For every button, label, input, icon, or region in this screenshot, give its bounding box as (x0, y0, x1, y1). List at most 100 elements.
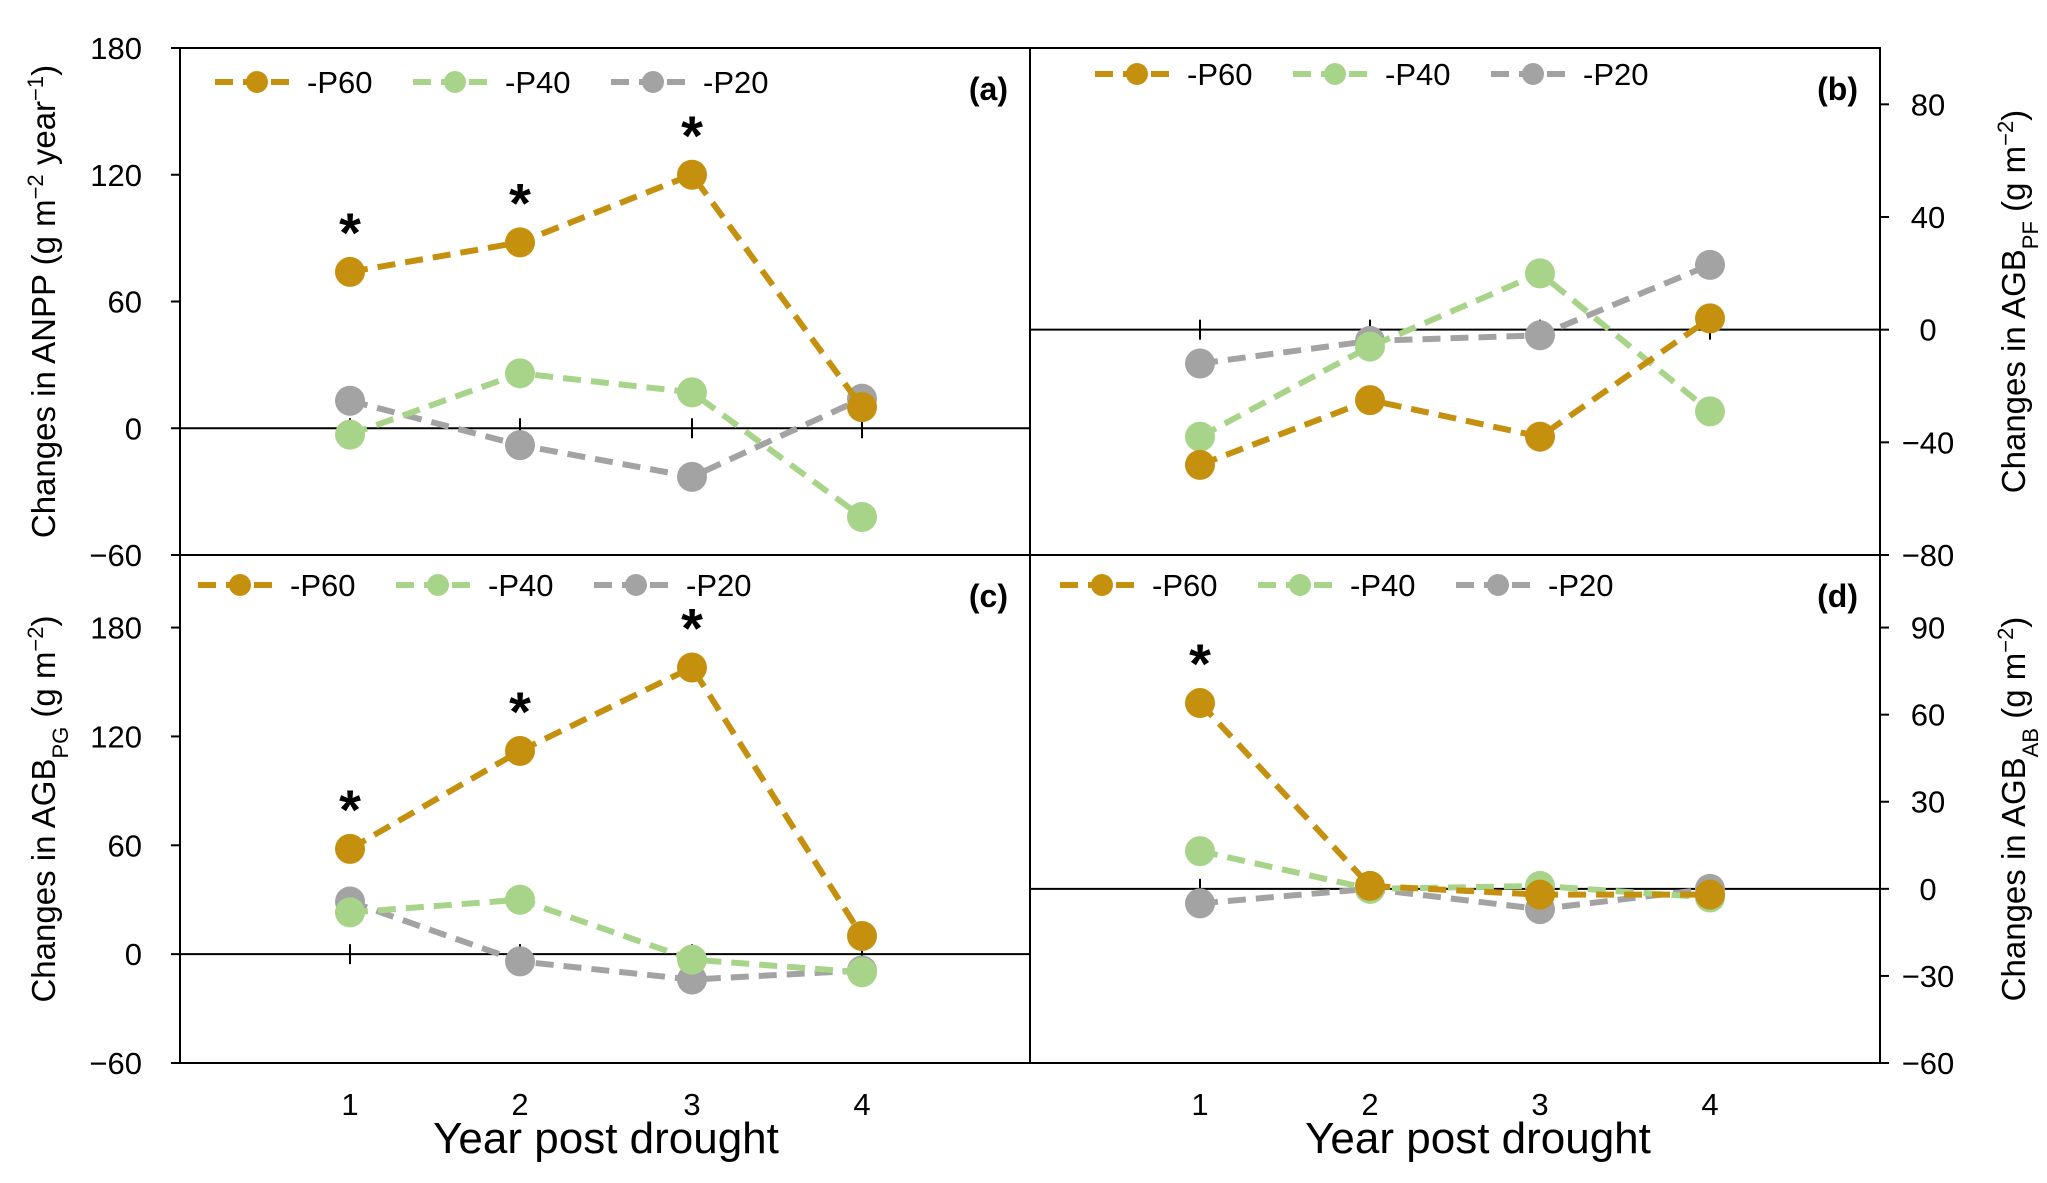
y-tick-label: 30 (1911, 785, 1945, 820)
data-point (505, 946, 535, 977)
data-point (505, 735, 535, 766)
significance-star: * (509, 171, 531, 234)
data-point (335, 256, 365, 287)
data-point (677, 944, 707, 975)
y-tick-label: 180 (90, 31, 142, 66)
data-point (1525, 258, 1555, 289)
legend-label: -P40 (505, 65, 570, 100)
y-tick-label: 180 (90, 611, 142, 646)
significance-star: * (339, 201, 361, 264)
data-point (505, 430, 535, 461)
data-point (505, 884, 535, 915)
data-point (1185, 688, 1215, 719)
panel-d: −60 −30 0 30 60 90 1 2 3 4 Changes in AGBAB (g m−2… (1029, 554, 2043, 1122)
data-point (1355, 331, 1385, 362)
legend-label: -P20 (686, 568, 751, 603)
data-point (335, 419, 365, 450)
y-tick-label: 60 (1911, 698, 1945, 733)
legend-marker (427, 574, 449, 596)
data-point (1185, 836, 1215, 867)
series-line (1197, 701, 1710, 898)
panel-a: −60 0 60 120 180 Changes in ANPP (g m−2 year−… (23, 31, 1031, 573)
legend-label: -P40 (1350, 568, 1415, 603)
legend: -P60 -P40 -P20 (198, 568, 751, 603)
legend-marker (1126, 63, 1148, 85)
y-tick-label: −40 (1902, 425, 1955, 460)
y-tick-label: 0 (1919, 872, 1936, 907)
data-point (1185, 421, 1215, 452)
data-point (847, 957, 877, 988)
y-tick-label: 0 (125, 937, 142, 972)
y-tick-label: 60 (108, 285, 142, 320)
data-point (1525, 879, 1555, 910)
significance-star: * (339, 778, 361, 841)
data-point (1525, 421, 1555, 452)
x-axis-title-left: Year post drought (433, 1114, 779, 1163)
legend-label: -P60 (290, 568, 355, 603)
data-point (1695, 879, 1725, 910)
legend-marker (229, 574, 251, 596)
data-point (677, 461, 707, 492)
legend-marker (642, 71, 664, 93)
data-point (847, 392, 877, 423)
data-point (847, 921, 877, 951)
legend-label: -P40 (488, 568, 553, 603)
legend: -P60 -P40 -P20 (215, 65, 768, 100)
x-tick-label: 2 (1361, 1087, 1378, 1122)
data-point (1355, 385, 1385, 416)
data-point (677, 159, 707, 190)
legend-marker (246, 71, 268, 93)
significance-star: * (681, 596, 703, 659)
data-point (1355, 870, 1385, 901)
legend: -P60 -P40 -P20 (1060, 568, 1613, 603)
series-line (349, 898, 863, 983)
series-minus-p40 (335, 358, 877, 532)
legend-label: -P40 (1385, 57, 1450, 92)
legend-marker (1289, 574, 1311, 596)
y-tick-label: 80 (1911, 87, 1945, 122)
y-tick-label: −60 (89, 538, 142, 573)
y-axis-label: Changes in AGBPF (g m−2) (1993, 110, 2043, 493)
x-tick-label: 1 (1191, 1087, 1208, 1122)
x-tick-label: 2 (511, 1087, 528, 1122)
panel-c: −60 0 60 120 180 1 2 3 4 Changes in AGBPG (g m−2)… (23, 554, 1031, 1122)
data-point (505, 227, 535, 258)
significance-star: * (1189, 632, 1211, 695)
x-tick-label: 3 (1531, 1087, 1548, 1122)
panel-label: (c) (969, 578, 1008, 614)
data-point (335, 833, 365, 864)
y-tick-label: −60 (89, 1046, 142, 1081)
data-point (1525, 320, 1555, 351)
series-minus-p60 (335, 652, 877, 951)
significance-star: * (681, 104, 703, 167)
series-line (349, 171, 865, 409)
data-point (1185, 888, 1215, 919)
series-line (349, 896, 863, 976)
series-line (1199, 262, 1712, 367)
panel-label: (d) (1817, 578, 1858, 614)
data-point (335, 897, 365, 928)
significance-star: * (509, 680, 531, 743)
series-line (348, 663, 865, 938)
data-point (1695, 249, 1725, 280)
data-point (677, 652, 707, 683)
y-tick-label: −80 (1902, 538, 1955, 573)
data-point (1185, 348, 1215, 379)
series-minus-p60 (335, 159, 877, 423)
y-axis-label: Changes in AGBAB (g m−2) (1993, 617, 2043, 1002)
legend: -P60 -P40 -P20 (1095, 57, 1648, 92)
y-tick-label: 120 (90, 158, 142, 193)
legend-marker (625, 574, 647, 596)
data-point (1695, 303, 1725, 334)
series-line (1199, 885, 1711, 913)
data-point (1695, 396, 1725, 427)
x-tick-label: 4 (1701, 1087, 1718, 1122)
series-minus-p40 (335, 884, 877, 988)
legend-label: -P20 (1583, 57, 1648, 92)
series-line (1198, 269, 1712, 440)
y-axis-label: Changes in AGBPG (g m−2) (23, 615, 73, 1002)
legend-label: -P20 (703, 65, 768, 100)
series-line (1198, 315, 1712, 468)
data-point (505, 358, 535, 389)
